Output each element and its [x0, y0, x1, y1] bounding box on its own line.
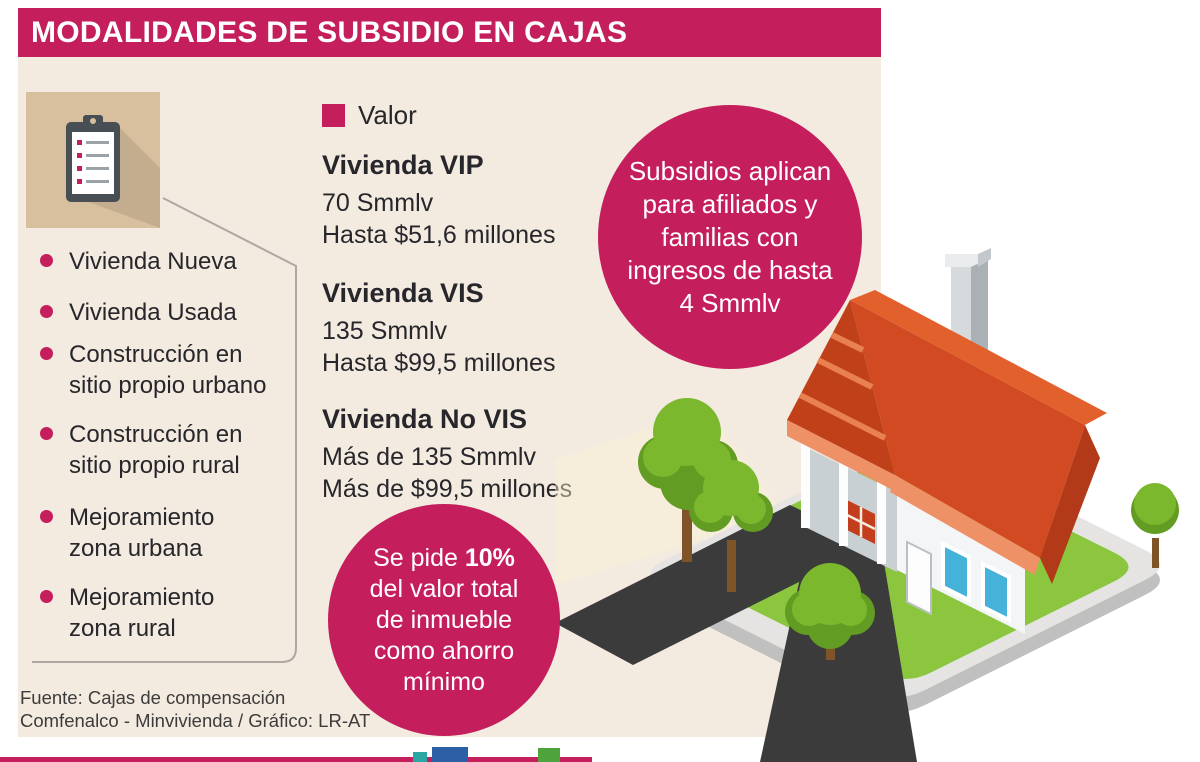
tier-name: Vivienda No VIS — [322, 404, 528, 434]
list-item-text: zona rural — [69, 615, 176, 642]
list-item-text: Mejoramiento — [69, 504, 215, 531]
list-item-text: Construcción en — [69, 341, 243, 368]
bubble-line: mínimo — [403, 667, 485, 696]
list-item-text: zona urbana — [69, 535, 203, 562]
legend-square-icon — [322, 104, 345, 127]
house — [787, 248, 1107, 634]
list-item: Construcción en sitio propio rural — [40, 419, 292, 481]
bubble-line: Subsidios aplican — [628, 155, 832, 186]
title-bar: MODALIDADES DE SUBSIDIO EN CAJAS — [18, 8, 881, 57]
valor-legend: Valor — [322, 100, 417, 131]
tier-value: Más de $99,5 millones — [322, 475, 573, 503]
tier-vivienda-vip: Vivienda VIP 70 Smmlv Hasta $51,6 millon… — [322, 150, 555, 251]
windows — [941, 540, 1011, 624]
door — [906, 540, 932, 616]
tier-value: Hasta $99,5 millones — [322, 349, 556, 377]
list-item: Vivienda Usada — [40, 297, 292, 328]
ahorro-bubble: Se pide 10% del valor total de inmueble … — [328, 504, 560, 736]
list-item: Mejoramiento zona urbana — [40, 502, 292, 564]
bubble-line: 4 Smmlv — [679, 287, 781, 318]
house-illustration — [555, 248, 1179, 762]
roof — [787, 290, 1107, 584]
bubble-line: para afiliados y — [642, 188, 818, 219]
bubble-line: ingresos de hasta — [627, 254, 833, 285]
bubble-line: del valor total — [369, 574, 519, 603]
page-title: MODALIDADES DE SUBSIDIO EN CAJAS — [31, 15, 628, 49]
tier-value: Hasta $51,6 millones — [322, 221, 556, 249]
lattice-window — [846, 500, 876, 544]
list-item: Construcción en sitio propio urbano — [40, 339, 292, 401]
bubble-line: de inmueble — [375, 605, 513, 634]
tier-value: 135 Smmlv — [322, 317, 448, 345]
list-item-text: sitio propio urbano — [69, 372, 267, 399]
clipboard-lines — [77, 140, 109, 184]
tier-name: Vivienda VIP — [322, 150, 484, 180]
bubble-text-bold: 10% — [464, 543, 515, 572]
bullet-icon — [40, 510, 53, 523]
list-item: Mejoramiento zona rural — [40, 582, 292, 644]
bullet-icon — [40, 590, 53, 603]
list-item-text: Vivienda Nueva — [69, 248, 237, 275]
source-credit: Fuente: Cajas de compensación Comfenalco… — [20, 686, 370, 732]
source-line: Fuente: Cajas de compensación — [20, 687, 286, 708]
porch-columns — [801, 438, 886, 564]
trees-left — [638, 398, 773, 592]
clipboard-icon-box — [26, 92, 160, 228]
list-item-text: Mejoramiento — [69, 584, 215, 611]
tier-vivienda-vis: Vivienda VIS 135 Smmlv Hasta $99,5 millo… — [322, 278, 555, 379]
tier-name: Vivienda VIS — [322, 278, 484, 308]
tree-right — [1131, 483, 1179, 568]
tier-vivienda-no-vis: Vivienda No VIS Más de 135 Smmlv Más de … — [322, 404, 572, 505]
bottom-accent-line — [0, 757, 592, 762]
page-fragment-blue — [432, 747, 468, 762]
tier-value: Más de 135 Smmlv — [322, 443, 536, 471]
valor-label-text: Valor — [358, 100, 417, 130]
bullet-icon — [40, 305, 53, 318]
list-item-text: sitio propio rural — [69, 452, 240, 479]
bubble-line: Se pide 10% — [370, 543, 519, 574]
clipboard-icon — [66, 115, 160, 228]
list-item-text: Vivienda Usada — [69, 299, 237, 326]
bullet-icon — [40, 427, 53, 440]
bubble-line: familias con — [661, 221, 799, 252]
page-fragment-teal — [413, 752, 427, 762]
bubble-line: como ahorro — [373, 636, 515, 665]
page-fragment-green — [538, 748, 560, 762]
tier-value: 70 Smmlv — [322, 189, 434, 217]
source-line: Comfenalco - Minvivienda / Gráfico: LR-A… — [20, 710, 371, 731]
bubble-text: Se pide — [373, 543, 465, 572]
bullet-icon — [40, 254, 53, 267]
list-item-text: Construcción en — [69, 421, 243, 448]
subsidios-bubble: Subsidios aplican para afiliados y famil… — [598, 105, 862, 369]
tree-front — [785, 563, 875, 660]
bullet-icon — [40, 347, 53, 360]
list-item: Vivienda Nueva — [40, 246, 292, 277]
